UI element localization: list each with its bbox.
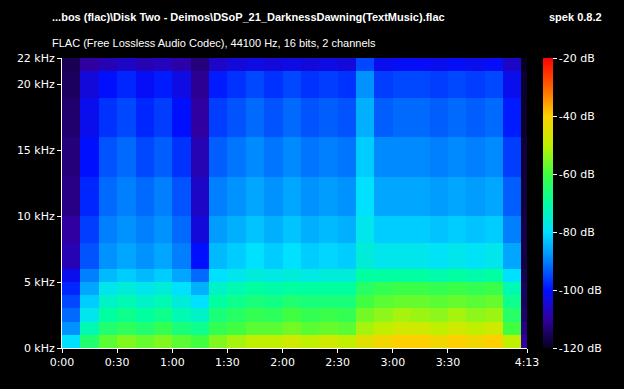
svg-text:2:30: 2:30: [325, 356, 350, 369]
svg-text:15 kHz: 15 kHz: [17, 144, 55, 157]
svg-text:22 kHz: 22 kHz: [17, 52, 55, 65]
svg-text:3:00: 3:00: [380, 356, 405, 369]
svg-text:0:00: 0:00: [50, 356, 75, 369]
svg-text:FLAC (Free Lossless Audio Code: FLAC (Free Lossless Audio Codec), 44100 …: [52, 37, 376, 49]
svg-text:10 kHz: 10 kHz: [17, 210, 55, 223]
svg-text:-100 dB: -100 dB: [559, 284, 602, 297]
svg-text:1:00: 1:00: [160, 356, 185, 369]
svg-text:0:30: 0:30: [105, 356, 130, 369]
svg-text:...bos (flac)\Disk Two - Deimo: ...bos (flac)\Disk Two - Deimos\DSoP_21_…: [52, 11, 445, 23]
svg-text:-40 dB: -40 dB: [559, 110, 595, 123]
svg-text:-80 dB: -80 dB: [559, 226, 595, 239]
svg-text:2:00: 2:00: [270, 356, 295, 369]
svg-text:-20 dB: -20 dB: [559, 52, 595, 65]
svg-text:-120 dB: -120 dB: [559, 342, 602, 355]
svg-text:5 kHz: 5 kHz: [24, 276, 55, 289]
svg-text:3:30: 3:30: [436, 356, 461, 369]
svg-text:4:13: 4:13: [515, 356, 540, 369]
svg-text:1:30: 1:30: [215, 356, 240, 369]
svg-text:0 kHz: 0 kHz: [24, 342, 55, 355]
svg-text:-60 dB: -60 dB: [559, 168, 595, 181]
svg-text:20 kHz: 20 kHz: [17, 78, 55, 91]
svg-text:spek 0.8.2: spek 0.8.2: [549, 11, 602, 23]
